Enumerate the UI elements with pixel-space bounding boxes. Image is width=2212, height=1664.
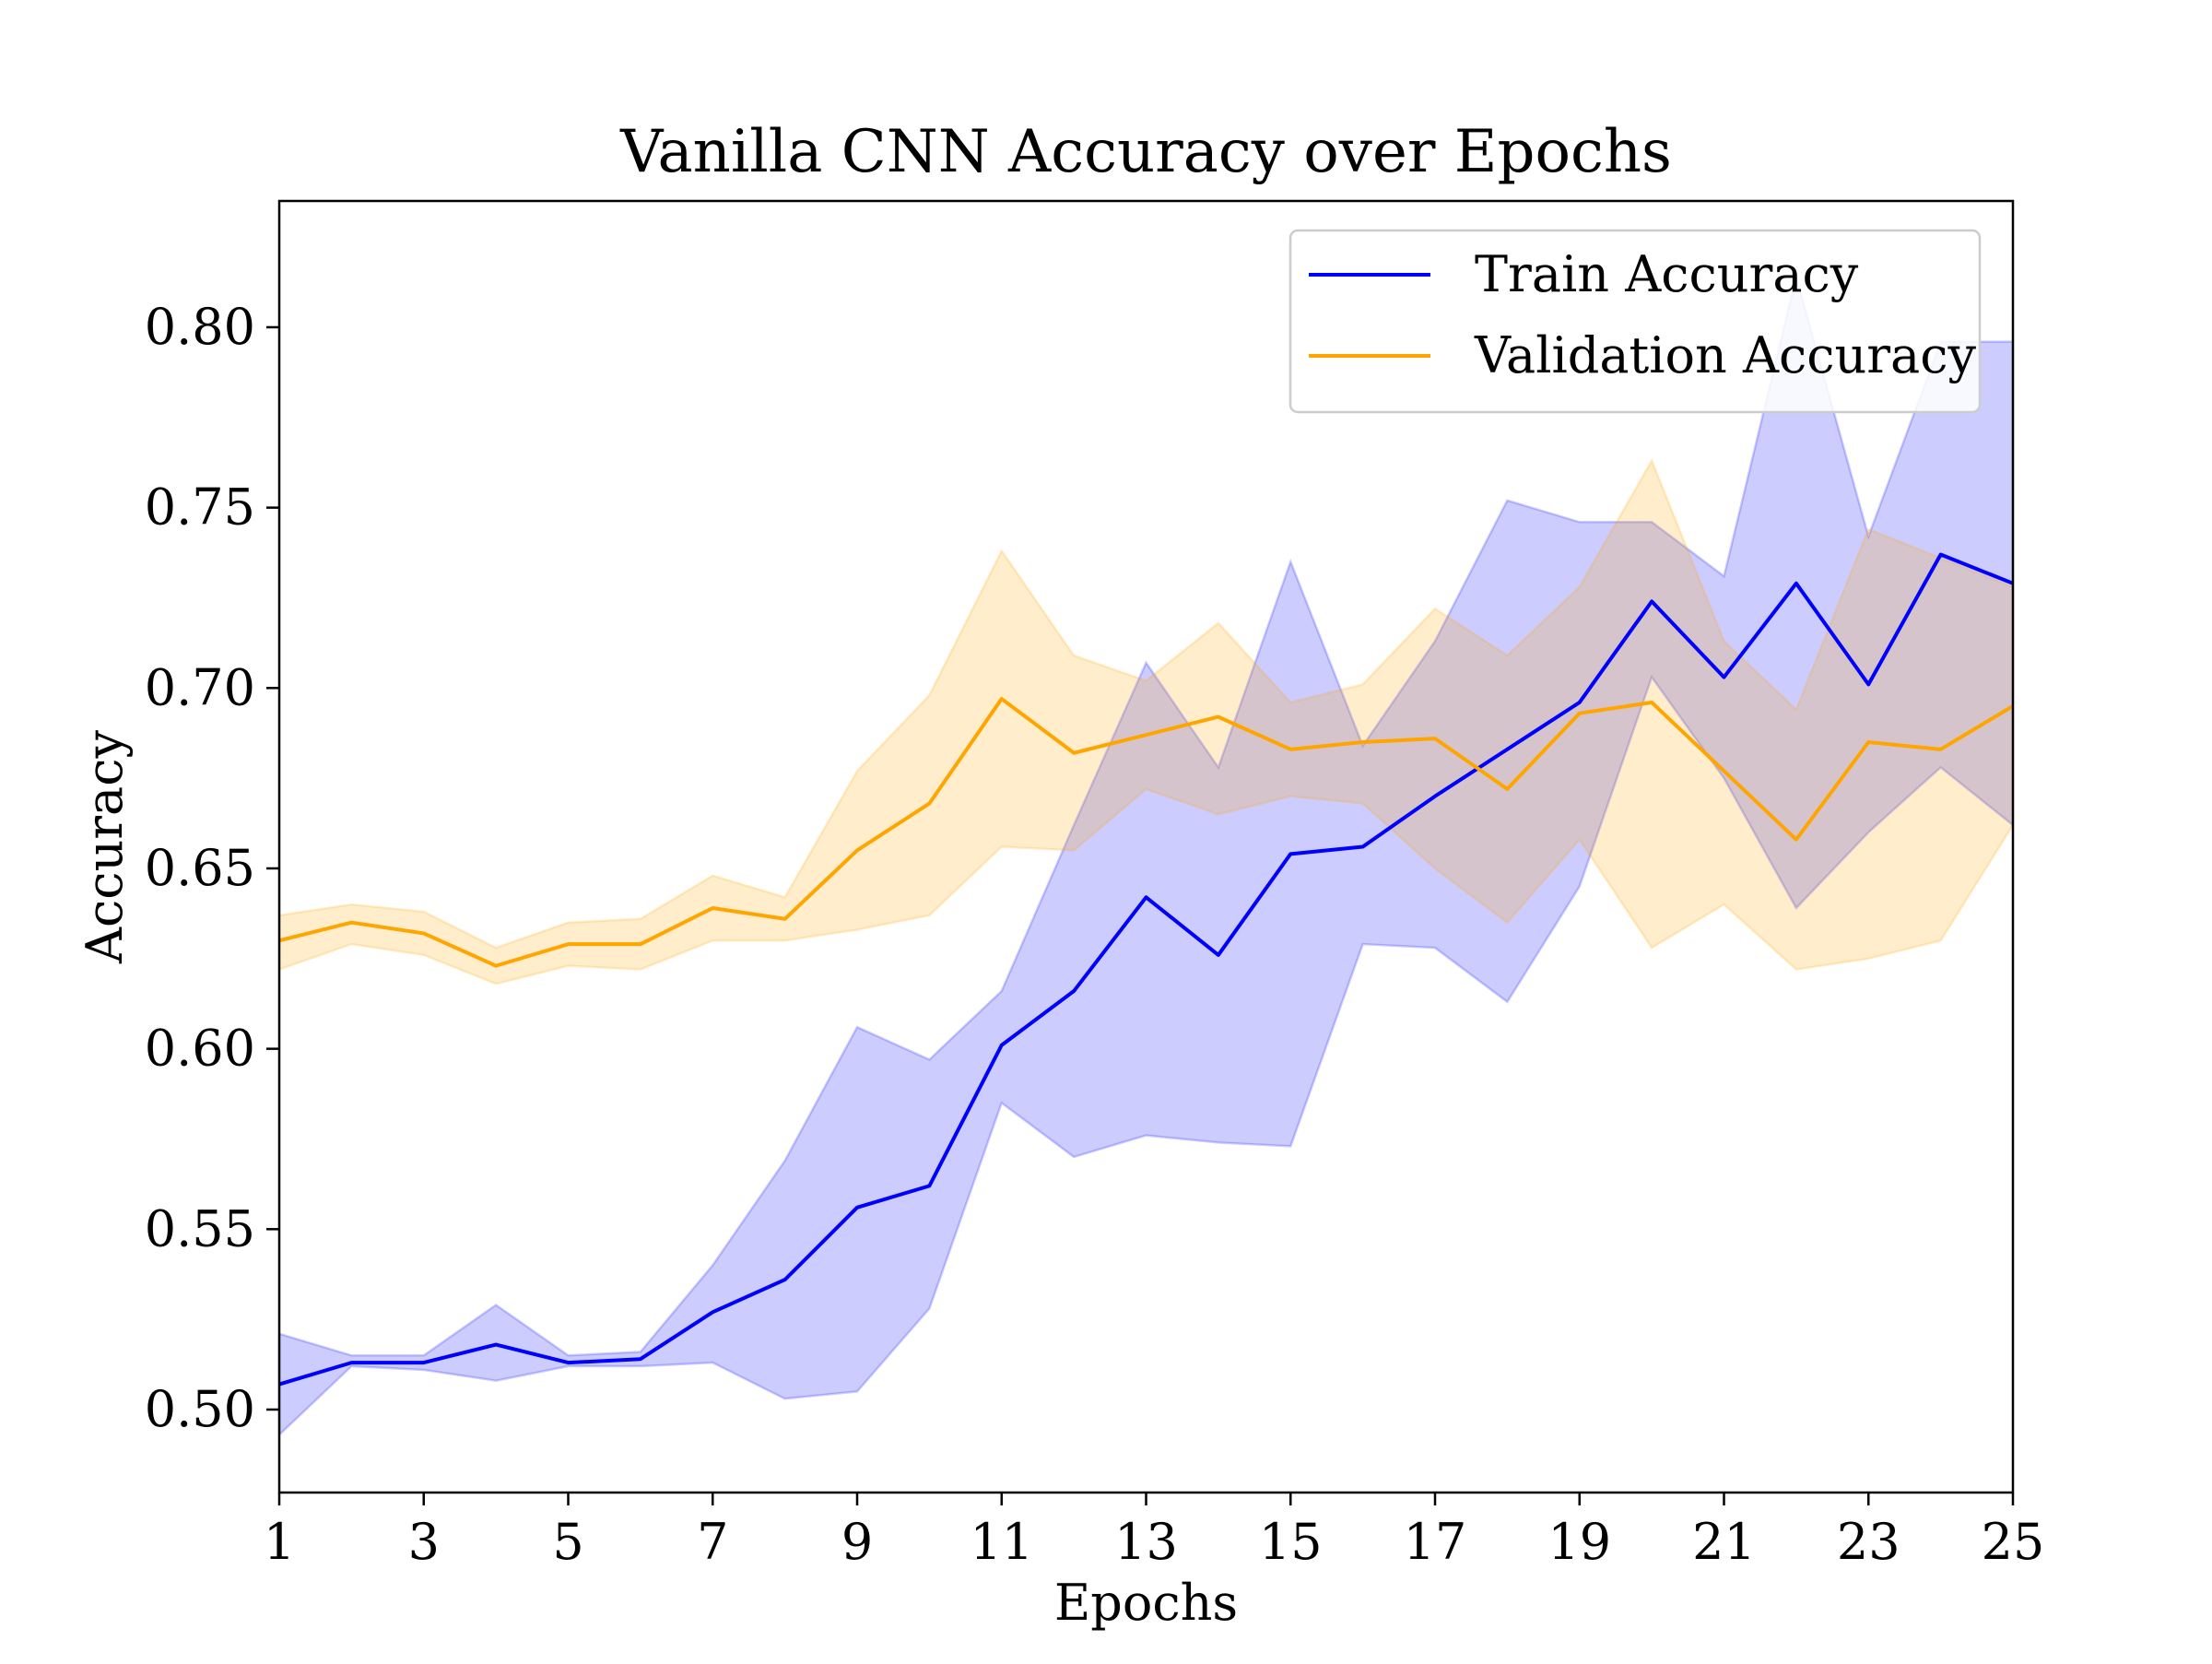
legend: Train Accuracy Validation Accuracy xyxy=(1288,229,1982,414)
series-line-validation xyxy=(278,697,2015,968)
y-tick-label: 0.70 xyxy=(145,658,255,716)
y-tick-label: 0.60 xyxy=(145,1020,255,1078)
x-tick-label: 15 xyxy=(1259,1513,1323,1571)
x-tick-label: 9 xyxy=(841,1513,873,1571)
legend-label-train: Train Accuracy xyxy=(1475,245,1859,303)
x-tick-label: 1 xyxy=(264,1513,295,1571)
x-tick-label: 5 xyxy=(552,1513,583,1571)
y-tick-label: 0.65 xyxy=(145,839,255,897)
x-tick-label: 13 xyxy=(1114,1513,1178,1571)
x-tick-label: 25 xyxy=(1982,1513,2045,1571)
x-tick-label: 11 xyxy=(970,1513,1033,1571)
bands-layer xyxy=(277,272,2015,1438)
chart-title: Vanilla CNN Accuracy over Epochs xyxy=(619,118,1672,186)
x-axis: 1 3 5 7 9 11 13 15 17 19 21 23 25 xyxy=(264,1493,2045,1571)
x-tick-label: 23 xyxy=(1837,1513,1900,1571)
lines-layer xyxy=(278,552,2015,1387)
legend-label-validation: Validation Accuracy xyxy=(1474,326,1976,384)
x-tick-label: 21 xyxy=(1692,1513,1756,1571)
y-tick-label: 0.75 xyxy=(145,478,255,537)
x-tick-label: 19 xyxy=(1547,1513,1611,1571)
x-tick-label: 7 xyxy=(697,1513,728,1571)
x-axis-label: Epochs xyxy=(1054,1574,1238,1632)
x-tick-label: 3 xyxy=(408,1513,440,1571)
y-tick-label: 0.50 xyxy=(145,1380,255,1438)
y-axis-label: Accuracy xyxy=(76,730,134,965)
series-line-train xyxy=(278,552,2014,1387)
y-tick-label: 0.80 xyxy=(145,298,255,356)
x-tick-label: 17 xyxy=(1404,1513,1467,1571)
y-tick-label: 0.55 xyxy=(145,1199,255,1257)
y-axis: 0.50 0.55 0.60 0.65 0.70 0.75 0.80 xyxy=(145,298,279,1438)
legend-box xyxy=(1288,229,1982,414)
